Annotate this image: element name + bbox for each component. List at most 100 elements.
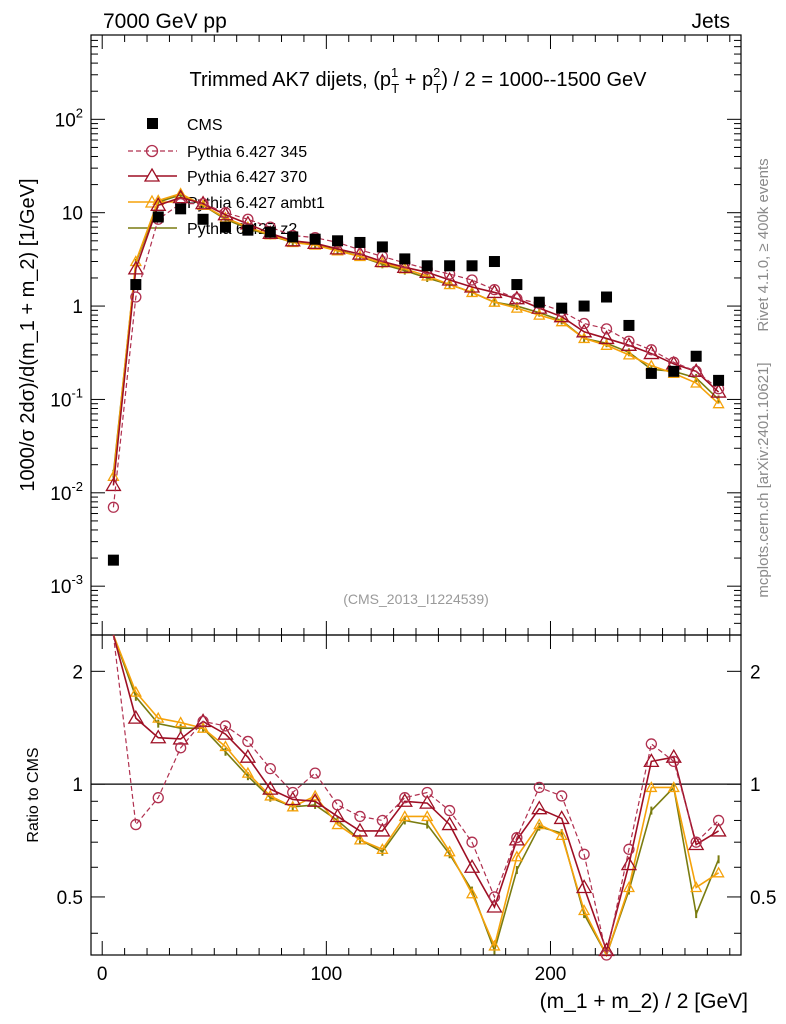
series-line-p345 <box>112 203 719 508</box>
point-cms <box>152 211 164 223</box>
ratio-line-p370 <box>112 634 720 954</box>
point-p345 <box>645 344 657 356</box>
ratio-point-p345 <box>578 848 590 860</box>
ratio-point-ambt1 <box>174 716 187 728</box>
ratio-point-p370 <box>127 709 144 724</box>
ratio-point-p370 <box>239 748 257 763</box>
point-p370 <box>710 383 727 398</box>
ratio-point-p370 <box>329 808 346 823</box>
ratio-point-ambt1 <box>690 881 703 893</box>
point-ambt1 <box>577 332 591 344</box>
ratio-point-ambt1 <box>533 818 546 830</box>
main-y-tick-label: 10-1 <box>50 385 83 411</box>
ratio-point-p345 <box>600 949 613 961</box>
point-p370 <box>441 271 458 286</box>
point-p370 <box>463 278 481 293</box>
point-cms <box>578 300 590 312</box>
ratio-point-p345 <box>197 715 209 728</box>
point-cms <box>533 296 545 308</box>
ratio-point-ambt1 <box>264 789 277 801</box>
ratio-y-tick-label-right: 0.5 <box>750 888 776 909</box>
main-y-tick-label: 10-2 <box>50 479 83 505</box>
point-p345 <box>690 365 702 377</box>
point-p345 <box>623 335 635 347</box>
ratio-point-p345 <box>287 786 299 799</box>
ratio-point-ambt1 <box>152 711 165 723</box>
point-ambt1 <box>331 244 344 256</box>
ratio-point-ambt1 <box>712 866 725 878</box>
ratio-point-p345 <box>399 792 411 804</box>
ratio-y-tick-label: 0.5 <box>57 888 83 909</box>
ratio-point-p370 <box>575 879 593 894</box>
point-cms <box>601 291 613 303</box>
ratio-point-ambt1 <box>510 850 523 862</box>
ratio-point-p370 <box>688 836 705 851</box>
mcplots-source-label: mcplots.cern.ch [arXiv:2401.10621] <box>755 362 772 597</box>
ratio-point-ambt1 <box>129 685 142 697</box>
ratio-point-p370 <box>419 794 436 809</box>
ratio-point-p370 <box>396 792 413 807</box>
chart-title: Trimmed AK7 dijets, (p1 T + p2 T) / 2 = 10… <box>190 65 648 96</box>
ratio-point-p345 <box>376 814 389 827</box>
ratio-point-p370 <box>172 730 189 745</box>
main-y-tick-label: 10 <box>62 204 83 225</box>
point-p345 <box>107 501 120 513</box>
ratio-point-p345 <box>130 818 142 831</box>
legend-label-cms: CMS <box>187 117 223 134</box>
point-cms <box>354 236 366 248</box>
point-cms <box>421 260 433 272</box>
point-p370 <box>419 263 436 278</box>
legend-label-pythia-ambt1: Pythia 6.427 ambt1 <box>187 195 325 212</box>
ratio-point-ambt1 <box>286 800 299 812</box>
x-tick-label: 0 <box>97 964 108 985</box>
legend-entry-pythia-370: Pythia 6.427 370 <box>128 167 307 186</box>
point-ambt1 <box>622 348 636 360</box>
ratio-point-p370 <box>486 898 503 913</box>
point-p345 <box>511 293 523 305</box>
point-ambt1 <box>600 338 613 350</box>
ratio-y-axis-label: Ratio to CMS <box>25 747 42 842</box>
ratio-point-p345 <box>668 755 680 768</box>
legend-entry-cms: CMS <box>147 117 223 134</box>
ratio-point-p345 <box>690 836 702 848</box>
point-p370 <box>150 197 167 211</box>
ratio-point-ambt1 <box>353 833 367 845</box>
ratio-point-ambt1 <box>421 810 434 822</box>
ratio-point-p345 <box>152 792 164 804</box>
series-line-p370 <box>112 196 720 486</box>
ratio-point-p345 <box>264 762 276 775</box>
header-left-label: 7000 GeV pp <box>103 10 227 33</box>
main-y-tick-label: 102 <box>55 105 83 131</box>
point-p345 <box>600 323 613 335</box>
point-cms <box>623 319 635 331</box>
ratio-point-p370 <box>508 831 525 846</box>
ratio-point-p370 <box>553 810 570 825</box>
ratio-point-p370 <box>463 858 481 873</box>
ratio-point-p345 <box>175 742 187 754</box>
point-cms <box>668 365 680 377</box>
point-ambt1 <box>421 269 434 281</box>
point-cms <box>309 233 321 245</box>
analysis-watermark: (CMS_2013_I1224539) <box>343 591 489 607</box>
point-cms <box>130 279 142 291</box>
point-cms <box>175 203 187 215</box>
ratio-y-tick-label-right: 2 <box>750 662 761 683</box>
ratio-point-ambt1 <box>622 881 636 893</box>
ratio-y-tick-label: 2 <box>72 662 83 683</box>
ratio-point-p370 <box>531 800 548 815</box>
point-ambt1 <box>443 278 456 290</box>
point-ambt1 <box>353 250 367 262</box>
ratio-point-p345 <box>421 786 433 799</box>
point-p370 <box>172 189 189 204</box>
ratio-point-p370 <box>150 729 167 744</box>
point-cms <box>197 213 209 225</box>
point-ambt1 <box>488 295 501 307</box>
x-tick-label: 200 <box>535 964 567 985</box>
legend-label-pythia-370: Pythia 6.427 370 <box>187 169 307 186</box>
ratio-point-p345 <box>354 810 366 823</box>
ratio-point-ambt1 <box>331 818 344 830</box>
point-p345 <box>219 207 232 219</box>
ratio-point-p345 <box>443 804 456 817</box>
point-p345 <box>488 283 501 296</box>
